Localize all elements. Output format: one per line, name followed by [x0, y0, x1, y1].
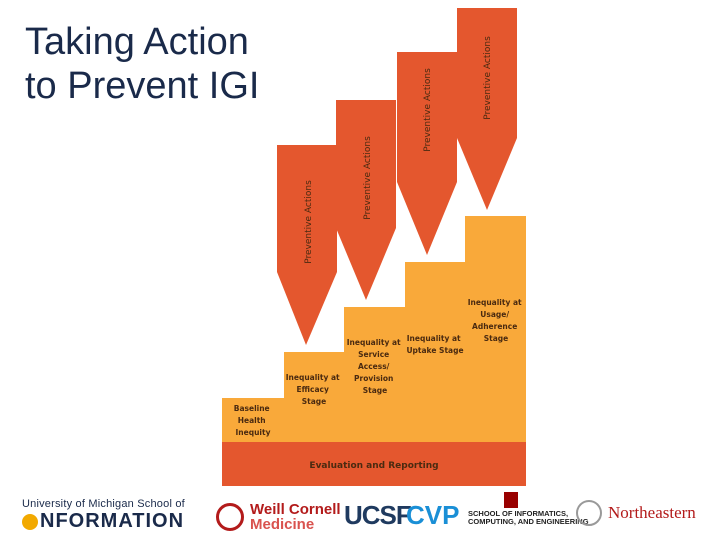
evaluation-bar-label: Evaluation and Reporting: [309, 461, 438, 471]
iu-logo-line1: SCHOOL OF INFORMATICS,: [468, 509, 569, 518]
iu-trident-icon: [504, 492, 518, 508]
step-usage: [465, 216, 526, 442]
ucsf-logo: UCSF: [344, 500, 412, 530]
arrow-label-1: Preventive Actions: [304, 180, 314, 264]
evaluation-bar: [222, 442, 526, 486]
step-uptake: [405, 262, 465, 442]
weill-cornell-logo: Weill Cornell Medicine: [216, 500, 341, 534]
arrow-label-2: Preventive Actions: [363, 136, 373, 220]
partner-logos: University of Michigan School of NFORMAT…: [0, 488, 720, 540]
step-efficacy: [284, 352, 344, 442]
step-access: [344, 307, 405, 442]
weill-cornell-line2: Medicine: [250, 516, 315, 533]
step-baseline: [222, 398, 284, 442]
umsi-logo-line2: NFORMATION: [40, 510, 185, 532]
title-line-2: to Prevent IGI: [25, 65, 260, 107]
northeastern-seal-icon: [576, 500, 602, 526]
slide-title: Taking Action to Prevent IGI: [25, 20, 259, 108]
weill-cornell-line1: Weill Cornell: [250, 501, 341, 518]
preventive-arrow-1: [277, 145, 337, 345]
umsi-logo: University of Michigan School of NFORMAT…: [22, 498, 202, 534]
iu-logo: SCHOOL OF INFORMATICS, COMPUTING, AND EN…: [468, 492, 589, 526]
stage-label-baseline: Baseline Health Inequity: [234, 404, 273, 437]
stage-label-usage: Inequality at Usage/ Adherence Stage: [468, 298, 524, 343]
stage-label-efficacy: Inequality at Efficacy Stage: [286, 373, 342, 406]
umsi-i-dot-icon: [22, 513, 38, 530]
preventive-arrow-3: [397, 52, 457, 255]
northeastern-logo: Northeastern: [576, 500, 696, 526]
weill-cornell-seal-icon: [216, 503, 244, 531]
umsi-logo-line1: University of Michigan School of: [22, 498, 185, 510]
arrow-label-4: Preventive Actions: [483, 36, 493, 120]
cvp-logo: CVP: [406, 500, 460, 530]
iu-logo-line2: COMPUTING, AND ENGINEERING: [468, 517, 589, 526]
stage-label-access: Inequality at Service Access/ Provision …: [347, 338, 403, 395]
preventive-arrow-4: [457, 8, 517, 210]
preventive-arrow-2: [336, 100, 396, 300]
arrow-label-3: Preventive Actions: [423, 68, 433, 152]
stage-label-uptake: Inequality at Uptake Stage: [406, 334, 463, 355]
title-line-1: Taking Action: [25, 21, 249, 63]
northeastern-wordmark: Northeastern: [608, 503, 696, 522]
